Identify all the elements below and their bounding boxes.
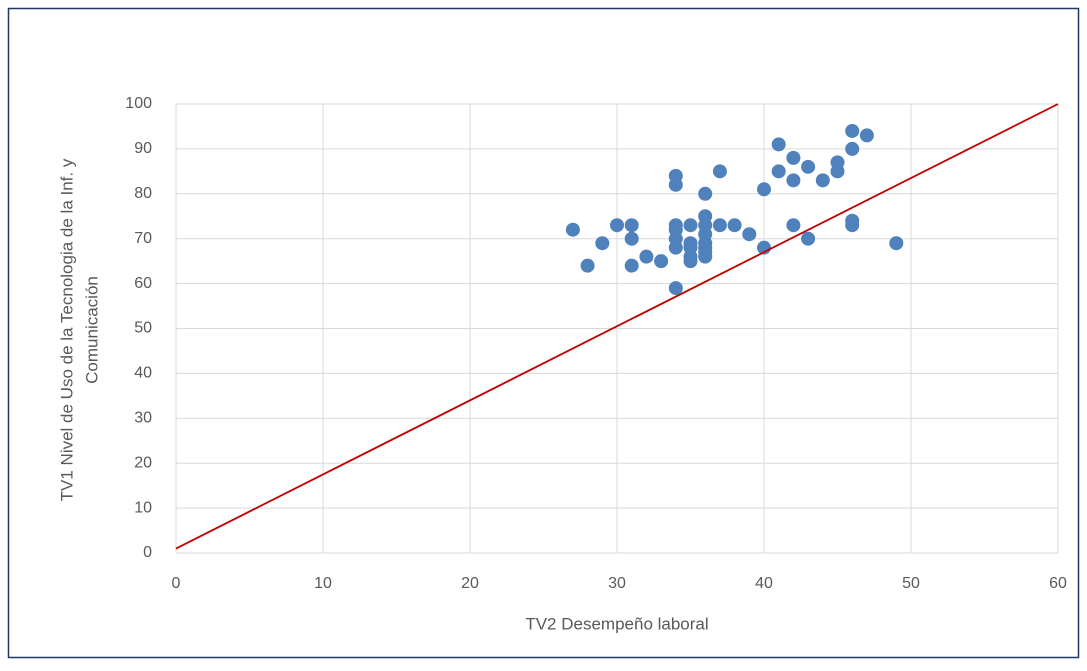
data-point	[668, 281, 683, 296]
y-tick-label: 50	[134, 320, 152, 337]
data-point	[845, 218, 860, 233]
data-point	[727, 218, 742, 233]
data-point	[712, 218, 727, 233]
y-tick-label: 30	[134, 410, 152, 427]
y-tick-label: 70	[134, 230, 152, 247]
trend-line	[175, 103, 1059, 550]
x-tick-label: 30	[608, 575, 626, 592]
y-axis-title-line: Comunicación	[82, 276, 101, 384]
x-tick-label: 10	[314, 575, 332, 592]
data-point	[565, 222, 580, 237]
data-point	[786, 173, 801, 188]
data-point	[668, 240, 683, 255]
y-tick-label: 40	[134, 365, 152, 382]
x-tick-label: 0	[172, 575, 181, 592]
x-tick-label: 20	[461, 575, 479, 592]
y-axis-title: TV1 Nivel de Uso de la Tecnologia de la …	[57, 158, 101, 501]
data-point	[771, 137, 786, 152]
data-point	[580, 258, 595, 273]
data-point	[610, 218, 624, 233]
y-tick-label: 10	[134, 499, 152, 516]
data-point	[683, 218, 698, 233]
data-point	[668, 177, 683, 192]
x-tick-label: 50	[902, 575, 920, 592]
data-point	[654, 254, 669, 269]
x-tick-label: 60	[1049, 575, 1067, 592]
data-point	[845, 123, 860, 138]
data-point	[624, 218, 639, 233]
data-point	[801, 159, 816, 174]
data-point	[889, 236, 904, 251]
data-point	[683, 254, 698, 269]
y-tick-label: 60	[134, 275, 152, 292]
data-point	[595, 236, 610, 251]
data-point	[624, 231, 639, 246]
data-point	[786, 218, 801, 233]
x-tick-label: 40	[755, 575, 773, 592]
data-point	[712, 164, 727, 179]
y-tick-label: 80	[134, 185, 152, 202]
x-axis-title: TV2 Desempeño laboral	[525, 614, 708, 633]
data-point	[845, 141, 860, 156]
data-point	[624, 258, 639, 273]
y-axis-title-line: TV1 Nivel de Uso de la Tecnologia de la …	[57, 158, 76, 501]
data-point	[830, 164, 845, 179]
data-point	[801, 231, 816, 246]
data-point	[786, 150, 801, 165]
data-point	[639, 249, 654, 264]
data-point	[742, 227, 757, 242]
data-point	[815, 173, 830, 188]
data-point	[698, 186, 713, 201]
data-point	[757, 182, 771, 197]
data-point	[771, 164, 786, 179]
data-point	[698, 249, 713, 264]
y-tick-label: 20	[134, 454, 152, 471]
y-tick-label: 90	[134, 140, 152, 157]
chart-frame	[7, 7, 1080, 659]
data-point	[859, 128, 874, 143]
y-tick-label: 100	[125, 95, 152, 112]
y-tick-label: 0	[143, 544, 152, 561]
